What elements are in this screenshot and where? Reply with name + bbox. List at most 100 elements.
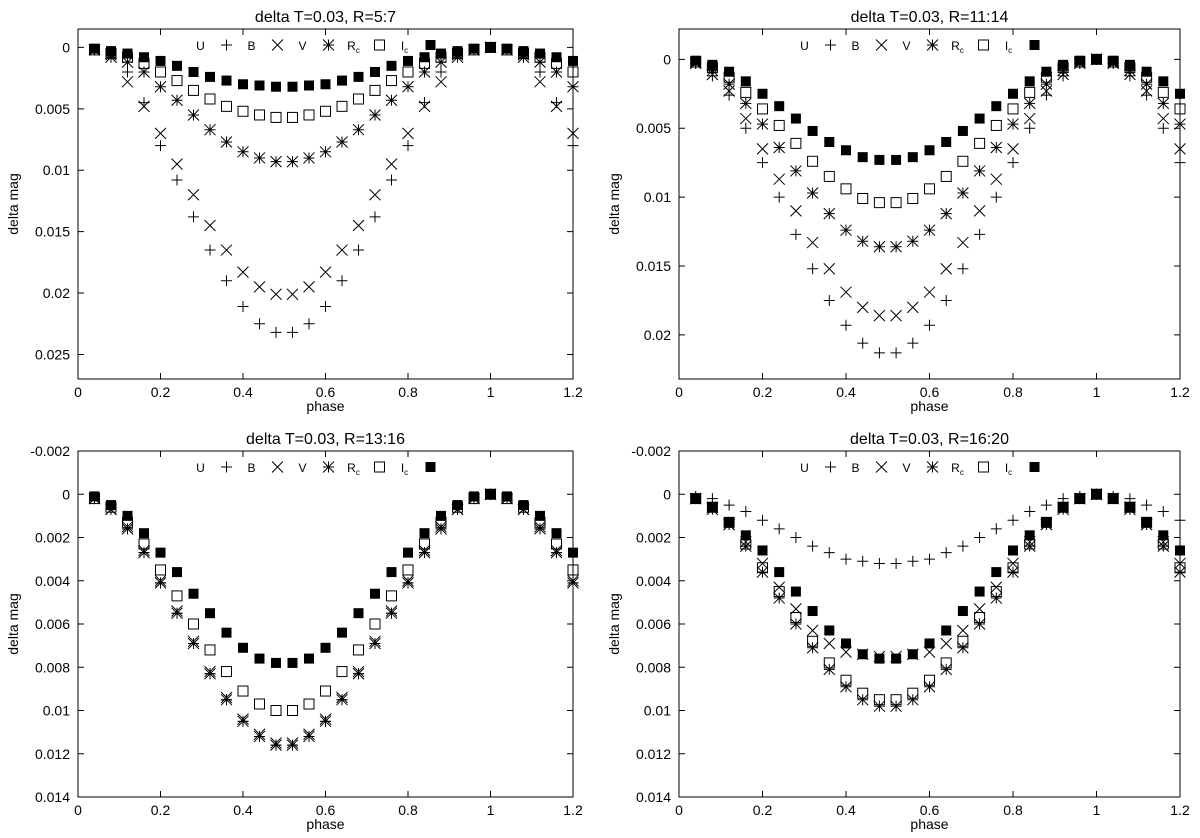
data-point [370, 588, 380, 599]
data-point [155, 547, 166, 558]
data-point [221, 666, 232, 678]
x-axis-label: phase [910, 816, 948, 832]
data-point [188, 618, 199, 630]
y-tick-label: 0.002 [35, 530, 70, 546]
data-point [790, 586, 801, 597]
data-point [806, 236, 819, 249]
data-point [823, 637, 836, 650]
legend-label: U [800, 39, 809, 53]
series-b [689, 488, 1186, 663]
data-point [756, 118, 769, 130]
data-point [402, 564, 414, 576]
x-tick-label: 0.6 [316, 802, 336, 818]
data-point [724, 517, 735, 528]
data-point [1024, 530, 1035, 541]
y-tick-label: 0.005 [35, 101, 70, 117]
data-point [304, 80, 314, 91]
data-point [550, 66, 563, 78]
legend-marker [425, 462, 436, 472]
data-point [1174, 157, 1186, 169]
data-point [907, 192, 919, 204]
data-point [940, 262, 953, 275]
x-tick-label: 0.2 [151, 384, 171, 400]
data-point [924, 145, 935, 156]
data-point [1008, 88, 1018, 99]
data-point [1175, 88, 1185, 99]
data-point [739, 112, 752, 125]
data-point [551, 52, 562, 63]
data-point [840, 286, 852, 299]
data-point [807, 263, 819, 275]
data-point [303, 109, 315, 121]
data-point [352, 123, 365, 136]
data-point [774, 101, 785, 112]
data-point [435, 522, 447, 535]
legend: U B V Rc Ic [196, 39, 436, 55]
data-point [974, 228, 986, 240]
series-b [88, 488, 579, 749]
legend-marker [825, 461, 836, 473]
data-point [824, 625, 835, 636]
data-point [402, 66, 414, 78]
data-point [336, 100, 348, 112]
x-tick-label: 0.4 [233, 384, 253, 400]
data-point [171, 75, 183, 87]
chart-title: delta T=0.03, R=11:14 [851, 9, 1009, 26]
data-point [336, 693, 348, 706]
data-point [89, 43, 100, 54]
data-point [690, 493, 701, 504]
x-tick-label: 0.2 [753, 384, 773, 400]
data-point [1091, 54, 1102, 65]
data-point [237, 145, 249, 158]
data-point [568, 55, 578, 66]
data-point [204, 93, 216, 105]
x-tick-label: 0.8 [398, 802, 418, 818]
data-point [973, 165, 986, 177]
data-point [991, 101, 1002, 112]
data-point [1007, 566, 1019, 578]
data-point [891, 154, 902, 165]
legend-marker [926, 461, 939, 473]
series-i-c [89, 489, 578, 668]
legend-marker [425, 40, 436, 50]
data-point [806, 641, 819, 654]
data-point [353, 644, 364, 656]
data-point [319, 145, 332, 158]
data-point [1024, 122, 1036, 134]
legend: U B V Rc Ic [800, 461, 1040, 477]
y-tick-label: 0.014 [35, 789, 70, 805]
data-point [154, 127, 167, 140]
data-point [1007, 143, 1019, 155]
plot-frame [678, 450, 1181, 798]
data-point [567, 564, 579, 576]
data-point [205, 608, 215, 619]
data-point [518, 500, 529, 511]
data-point [1124, 59, 1135, 70]
data-point [807, 155, 819, 167]
data-point [990, 173, 1003, 186]
data-point [287, 705, 298, 716]
series-r-c [690, 488, 1186, 706]
data-point [756, 557, 769, 570]
chart-panel-3: delta T=0.03, R=13:16 0 0.2 0.4 0.6 0.8 1 1.2 -0… [5, 431, 583, 832]
data-point [254, 653, 265, 664]
y-tick-label: 0.01 [43, 162, 70, 178]
data-point [188, 84, 199, 96]
data-point [1174, 562, 1186, 574]
data-point [106, 46, 116, 57]
legend-label: V [902, 461, 910, 475]
y-tick-label: 0.025 [35, 346, 70, 362]
data-point [940, 663, 953, 676]
series-r-c [89, 41, 579, 123]
data-point [723, 499, 735, 511]
data-point [402, 140, 414, 152]
legend-label: Ic [1005, 461, 1012, 477]
data-point [840, 319, 852, 331]
data-point [336, 136, 348, 148]
data-point [740, 530, 751, 541]
legend-label: Rc [951, 461, 964, 477]
x-tick-label: 1 [487, 384, 495, 400]
data-point [320, 685, 331, 697]
data-point [856, 693, 869, 706]
y-tick-label: 0.004 [636, 573, 671, 589]
